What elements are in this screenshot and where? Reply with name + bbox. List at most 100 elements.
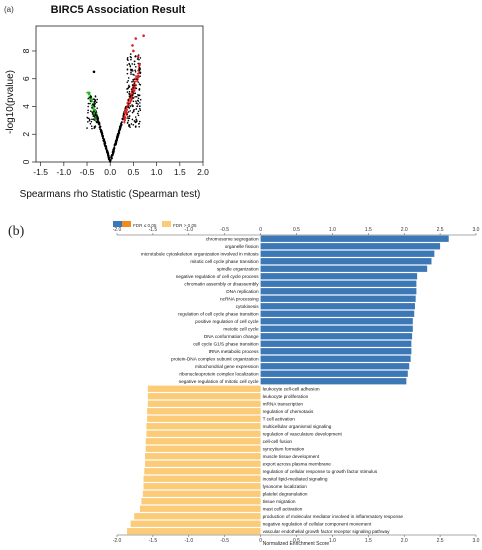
volcano-point [129,65,132,68]
bar-category-label: negative regulation of cell cycle proces… [176,274,260,279]
volcano-point [135,87,138,90]
volcano-point [129,53,132,55]
volcano-point [135,100,137,103]
volcano-point [132,124,135,126]
bar-category-label: vascular endothelial growth factor recep… [263,529,391,534]
volcano-point [89,102,91,105]
volcano-point [124,119,127,121]
bar-category-label: tissue migration [263,499,296,504]
bar-top-tick-label: 0.5 [293,227,300,233]
bar-category-label: DNA conformation change [204,334,259,339]
volcano-point [127,79,129,82]
volcano-point [131,111,134,114]
bar-top-tick-label: -0.5 [220,227,229,233]
volcano-point [138,125,141,128]
volcano-point [133,60,136,63]
volcano-point [137,62,139,65]
volcano-point [92,118,95,120]
volcano-point [137,114,140,117]
bar [147,385,261,392]
volcano-point [93,127,96,129]
bar-category-label: regulation of cell cycle phase transitio… [178,311,259,316]
volcano-point [133,92,135,94]
volcano-point [138,105,141,107]
volcano-point [127,119,130,122]
legend-swatch-fdr-significant [122,221,131,227]
bar [146,430,261,437]
bar-category-label: tRNA metabolic process [209,349,260,354]
volcano-x-tick-label: 0.5 [128,167,140,177]
bar [144,468,261,475]
volcano-point [127,86,130,89]
volcano-plot: (a) BIRC5 Association Result -log10(pval… [4,4,209,200]
volcano-point [88,93,91,96]
volcano-point [94,109,97,112]
volcano-point [94,113,97,116]
volcano-point [127,99,129,101]
bar-category-label: T cell activation [263,416,296,421]
volcano-point [135,118,138,121]
bar-category-label: chromatin assembly or disassembly [184,281,259,286]
bar [142,490,261,497]
volcano-point [126,72,129,75]
volcano-point [126,87,129,90]
volcano-point [137,103,139,105]
volcano-point [130,99,133,102]
panel-b-label: (b) [8,224,25,239]
volcano-point [126,81,129,84]
volcano-point [138,67,141,69]
volcano-point [96,107,98,110]
volcano-plot-frame [35,25,204,163]
enrichment-bar-chart: (b) FDR ≤ 0.05 FDR > 0.05 -2.0 -2.0 -1.5 -1… [8,221,480,547]
volcano-point [132,110,135,113]
volcano-point [136,78,138,80]
volcano-point [131,81,133,83]
volcano-point [96,121,99,124]
volcano-point [142,34,145,38]
bar-category-label: cell cycle G1/S phase transition [193,341,259,346]
volcano-point [126,68,129,71]
volcano-point [92,70,96,74]
volcano-point [87,105,89,108]
volcano-point [96,98,98,101]
volcano-point [103,140,106,143]
bar [147,393,261,400]
volcano-point [92,108,95,110]
bar-category-label: inositol lipid-mediated signaling [263,476,328,481]
volcano-y-tick-label: 8 [21,48,31,53]
volcano-point [135,96,138,98]
bar [260,370,408,377]
volcano-point [129,105,132,107]
bar-bottom-tick-label: 1.0 [329,538,336,544]
volcano-point [135,84,138,87]
volcano-point [128,95,131,98]
bar-category-label: regulation of vasculature development [263,431,343,436]
bar-bottom-tick-label: 1.5 [365,538,372,544]
volcano-point [134,121,137,124]
bar-bottom-tick-label: -1.5 [149,538,158,544]
bar-category-label: spindle organization [217,266,259,271]
volcano-point [91,118,93,121]
volcano-point [134,80,137,83]
volcano-point [136,120,138,122]
bar [260,363,410,370]
bar-category-label: protein-DNA complex subunit organization [171,356,259,361]
volcano-point [126,91,129,93]
volcano-point [130,123,133,125]
bar-category-label: DNA replication [226,289,259,294]
bar [260,303,415,310]
bar [141,498,261,505]
bar [260,273,418,280]
bar-category-label: lysosome localization [263,484,308,489]
legend-swatch-blue [113,221,122,227]
volcano-point [139,71,142,74]
volcano-point [128,115,131,117]
volcano-point [92,113,94,115]
bar-top-tick-label: 1.5 [365,227,372,233]
volcano-x-tick-label: -1.0 [57,167,72,177]
volcano-point [119,125,122,128]
volcano-point [129,95,132,97]
bar-category-label: microtubule cytoskeleton organization in… [141,251,259,256]
bar [143,475,261,482]
bar [134,513,261,520]
